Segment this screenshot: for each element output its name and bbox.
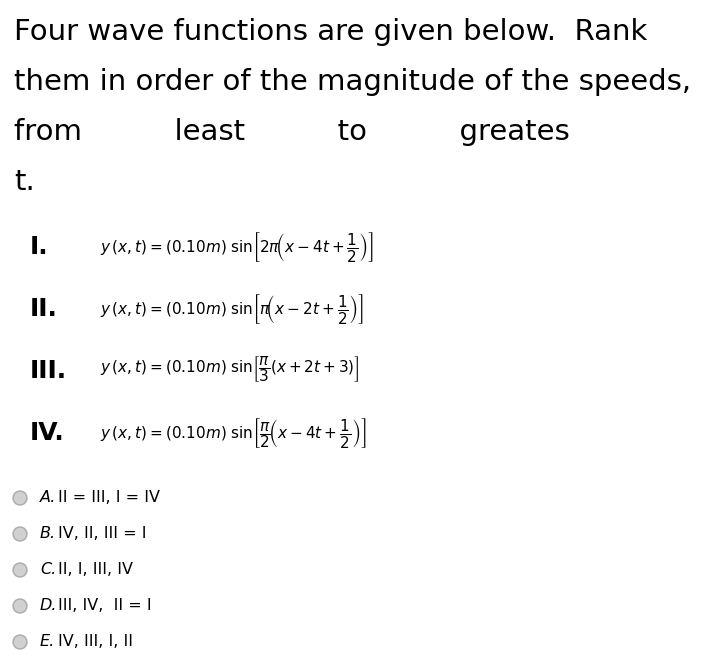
Text: E.: E.	[40, 634, 55, 649]
Circle shape	[13, 527, 27, 541]
Text: Four wave functions are given below.  Rank: Four wave functions are given below. Ran…	[14, 18, 647, 46]
Circle shape	[13, 491, 27, 505]
Text: $y\,(x,t) = (0.10m)\;\mathrm{sin}\left[2\pi\!\left(x - 4t+\dfrac{1}{2}\right)\ri: $y\,(x,t) = (0.10m)\;\mathrm{sin}\left[2…	[100, 230, 374, 264]
Text: C.: C.	[40, 562, 56, 577]
Text: I.: I.	[30, 235, 49, 259]
Text: IV, III, I, II: IV, III, I, II	[58, 634, 133, 649]
Text: $y\,(x,t) = (0.10m)\;\mathrm{sin}\left[\dfrac{\pi}{3}(x + 2t+3)\right]$: $y\,(x,t) = (0.10m)\;\mathrm{sin}\left[\…	[100, 354, 360, 384]
Circle shape	[13, 599, 27, 613]
Circle shape	[13, 563, 27, 577]
Text: A.: A.	[40, 490, 56, 505]
Text: $y\,(x,t) = (0.10m)\;\mathrm{sin}\left[\pi\!\left(x - 2t+\dfrac{1}{2}\right)\rig: $y\,(x,t) = (0.10m)\;\mathrm{sin}\left[\…	[100, 292, 364, 326]
Text: from          least          to          greates: from least to greates	[14, 118, 570, 146]
Text: III.: III.	[30, 359, 67, 383]
Text: II, I, III, IV: II, I, III, IV	[58, 562, 133, 577]
Text: III, IV,  II = I: III, IV, II = I	[58, 598, 152, 613]
Text: II = III, I = IV: II = III, I = IV	[58, 490, 160, 505]
Text: them in order of the magnitude of the speeds,: them in order of the magnitude of the sp…	[14, 68, 691, 96]
Text: $y\,(x,t) = (0.10m)\;\mathrm{sin}\left[\dfrac{\pi}{2}\!\left(x - 4t+\dfrac{1}{2}: $y\,(x,t) = (0.10m)\;\mathrm{sin}\left[\…	[100, 416, 366, 450]
Text: t.: t.	[14, 168, 35, 196]
Circle shape	[13, 635, 27, 649]
Text: II.: II.	[30, 297, 58, 321]
Text: IV.: IV.	[30, 421, 65, 445]
Text: D.: D.	[40, 598, 58, 613]
Text: B.: B.	[40, 526, 56, 541]
Text: IV, II, III = I: IV, II, III = I	[58, 526, 146, 541]
